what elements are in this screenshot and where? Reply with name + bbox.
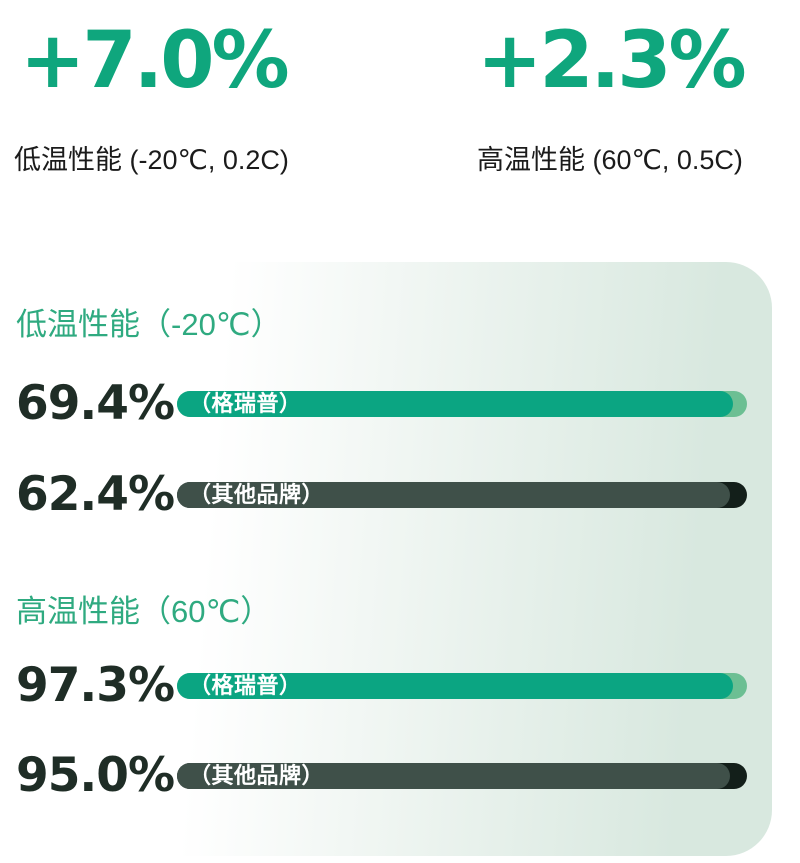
bar-low-temp-grepow: （格瑞普） — [177, 391, 747, 417]
bar-low-temp-others: （其他品牌） — [177, 482, 747, 508]
bar-fill: （其他品牌） — [177, 482, 730, 508]
high-temp-delta-value: +2.3% — [477, 16, 747, 106]
bar-label-grepow: （格瑞普） — [189, 391, 302, 416]
bar-fill: （格瑞普） — [177, 391, 733, 417]
bar-label-grepow: （格瑞普） — [189, 673, 302, 698]
bar-high-temp-grepow: （格瑞普） — [177, 673, 747, 699]
bar-value-high-temp-grepow: 97.3% — [16, 658, 175, 713]
bar-value-low-temp-grepow: 69.4% — [16, 376, 175, 431]
group-title-high-temp: 高温性能（60℃） — [16, 594, 272, 629]
bar-label-others: （其他品牌） — [189, 763, 325, 788]
bar-fill: （格瑞普） — [177, 673, 733, 699]
low-temp-delta-value: +7.0% — [20, 16, 290, 106]
bar-high-temp-others: （其他品牌） — [177, 763, 747, 789]
low-temp-delta-caption: 低温性能 (-20℃, 0.2C) — [14, 145, 289, 175]
bar-value-high-temp-others: 95.0% — [16, 748, 175, 803]
bar-fill: （其他品牌） — [177, 763, 730, 789]
group-title-low-temp: 低温性能（-20℃） — [16, 307, 282, 342]
bar-value-low-temp-others: 62.4% — [16, 467, 175, 522]
high-temp-delta-caption: 高温性能 (60℃, 0.5C) — [477, 145, 743, 175]
performance-comparison-card: 低温性能（-20℃） 69.4% （格瑞普） 62.4% （其他品牌） 高温性能… — [0, 262, 772, 856]
bar-label-others: （其他品牌） — [189, 482, 325, 507]
